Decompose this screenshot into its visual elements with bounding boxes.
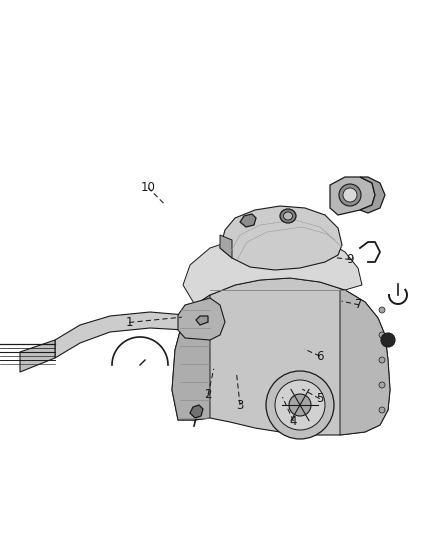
Ellipse shape (280, 209, 296, 223)
Ellipse shape (379, 332, 385, 338)
Polygon shape (20, 340, 55, 372)
Text: 1: 1 (125, 316, 133, 329)
Polygon shape (360, 177, 385, 213)
Ellipse shape (343, 188, 357, 202)
Text: 7: 7 (355, 298, 363, 311)
Text: 5: 5 (316, 392, 323, 405)
Polygon shape (220, 206, 342, 270)
Ellipse shape (379, 357, 385, 363)
Polygon shape (220, 235, 232, 258)
Polygon shape (55, 312, 195, 358)
Polygon shape (240, 214, 256, 227)
Ellipse shape (379, 307, 385, 313)
Polygon shape (196, 316, 208, 325)
Ellipse shape (283, 212, 293, 220)
Polygon shape (330, 177, 375, 215)
Polygon shape (340, 290, 390, 435)
Polygon shape (178, 298, 225, 340)
Text: 9: 9 (346, 253, 354, 266)
Text: 10: 10 (141, 181, 155, 194)
Text: 3: 3 (237, 399, 244, 411)
Text: 4: 4 (290, 415, 297, 427)
Ellipse shape (275, 380, 325, 430)
Polygon shape (190, 405, 203, 418)
Polygon shape (172, 295, 210, 420)
Text: 6: 6 (316, 350, 324, 362)
Ellipse shape (289, 394, 311, 416)
Ellipse shape (379, 382, 385, 388)
Polygon shape (183, 233, 362, 305)
Ellipse shape (379, 407, 385, 413)
Text: 2: 2 (204, 388, 212, 401)
Ellipse shape (266, 371, 334, 439)
Circle shape (381, 333, 395, 347)
Polygon shape (172, 278, 390, 435)
Ellipse shape (339, 184, 361, 206)
